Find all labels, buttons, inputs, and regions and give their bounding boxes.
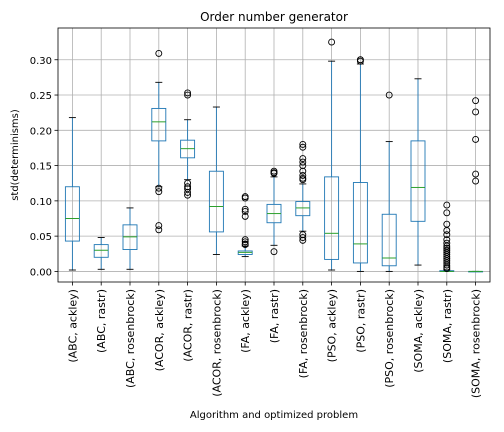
box-iqr: [295, 201, 311, 217]
x-axis-ticks: (ABC, ackley) (ABC, rastr) (ABC, rosenbroc…: [66, 282, 483, 398]
x-tick-label: (PSO, rosenbrock): [383, 289, 396, 388]
flier-point: [443, 265, 451, 273]
x-tick-label: (ABC, rastr): [95, 289, 108, 353]
flier-point: [299, 172, 307, 179]
x-tick-label: (PSO, ackley): [326, 289, 339, 362]
flier-point: [385, 91, 393, 99]
flier-point: [299, 155, 307, 162]
flier-point: [443, 227, 451, 234]
box-13: [410, 78, 426, 266]
flier-point: [472, 97, 480, 105]
box-3: [122, 207, 138, 270]
y-tick-label: 0.05: [30, 232, 52, 243]
box-iqr: [410, 140, 426, 222]
chart-title: Order number generator: [200, 10, 348, 24]
flier-point: [155, 226, 163, 234]
flier-point: [472, 108, 480, 116]
flier-point: [472, 136, 480, 143]
y-axis-label: std(determinisms): [10, 109, 21, 201]
box-iqr: [93, 244, 109, 258]
x-tick-label: (ACOR, rastr): [182, 289, 195, 362]
flier-point: [299, 140, 307, 148]
box-14: [439, 201, 455, 273]
box-9: [295, 140, 311, 244]
flier-point: [443, 231, 451, 239]
box-iqr: [324, 176, 340, 260]
x-tick-label: (FA, rastr): [268, 289, 281, 343]
flier-point: [443, 201, 451, 209]
flier-point: [270, 248, 278, 256]
flier-point: [184, 91, 192, 99]
x-tick-label: (SOMA, rosenbrock): [470, 289, 483, 398]
box-iqr: [352, 182, 368, 264]
flier-point: [155, 49, 163, 57]
x-tick-label: (SOMA, rastr): [441, 289, 454, 363]
y-tick-label: 0.10: [30, 197, 52, 208]
flier-point: [241, 236, 249, 244]
flier-point: [184, 191, 192, 199]
flier-point: [356, 57, 364, 65]
y-tick-label: 0.20: [30, 126, 52, 137]
box-7: [237, 193, 253, 258]
box-4: [151, 49, 167, 234]
box-series: [64, 38, 484, 273]
box-1: [64, 117, 80, 271]
flier-point: [472, 177, 480, 185]
flier-point: [299, 158, 307, 166]
x-tick-label: (ACOR, ackley): [153, 289, 166, 371]
flier-point: [472, 170, 480, 178]
box-11: [352, 56, 368, 272]
box-iqr: [64, 186, 80, 242]
flier-point: [299, 236, 307, 244]
y-tick-label: 0.00: [30, 267, 52, 278]
flier-point: [241, 207, 249, 215]
flier-point: [241, 212, 249, 220]
flier-point: [443, 209, 451, 217]
box-15: [468, 97, 484, 273]
flier-point: [299, 167, 307, 175]
flier-point: [155, 188, 163, 196]
flier-point: [241, 241, 249, 249]
box-10: [324, 38, 340, 271]
x-tick-label: (ABC, ackley): [66, 289, 79, 363]
flier-point: [155, 184, 163, 192]
flier-point: [241, 238, 249, 246]
x-tick-label: (FA, ackley): [239, 289, 252, 353]
flier-point: [184, 188, 192, 196]
box-iqr: [151, 107, 167, 142]
flier-point: [299, 176, 307, 184]
flier-point: [299, 234, 307, 242]
flier-point: [443, 239, 451, 247]
box-8: [266, 167, 282, 256]
flier-point: [328, 38, 336, 46]
flier-point: [443, 261, 451, 269]
box-12: [381, 91, 397, 272]
box-2: [93, 237, 109, 270]
y-axis-ticks: 0.00 0.05 0.10 0.15 0.20 0.25 0.30: [30, 56, 58, 278]
box-6: [208, 106, 224, 255]
flier-point: [270, 169, 278, 177]
x-tick-label: (SOMA, ackley): [412, 289, 425, 373]
x-tick-label: (ACOR, rosenbrock): [210, 289, 223, 397]
flier-point: [155, 222, 163, 230]
flier-point: [299, 143, 307, 151]
flier-point: [241, 205, 249, 213]
x-tick-label: (PSO, rastr): [354, 289, 367, 353]
x-tick-label: (ABC, rosenbrock): [124, 289, 137, 388]
box-iqr: [381, 213, 397, 267]
y-tick-label: 0.25: [30, 91, 52, 102]
plot-area-frame: [57, 27, 491, 283]
y-tick-label: 0.15: [30, 162, 52, 173]
y-tick-label: 0.30: [30, 56, 52, 67]
x-axis-label: Algorithm and optimized problem: [190, 410, 358, 421]
x-tick-label: (FA, rosenbrock): [297, 289, 310, 378]
flier-point: [241, 194, 249, 202]
flier-point: [184, 89, 192, 97]
box-5: [180, 89, 196, 199]
box-iqr: [208, 170, 224, 233]
